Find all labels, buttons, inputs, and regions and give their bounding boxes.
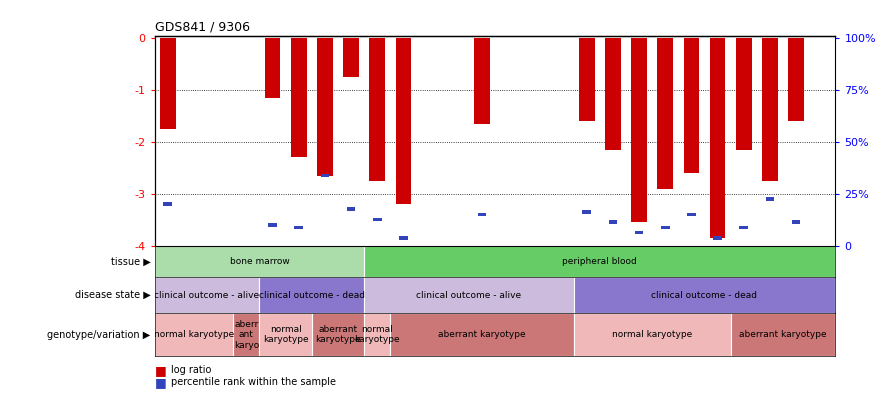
Bar xyxy=(474,38,490,124)
Bar xyxy=(710,38,726,238)
Bar xyxy=(164,202,172,206)
Bar xyxy=(373,218,382,221)
Bar xyxy=(792,221,800,224)
Text: GDS841 / 9306: GDS841 / 9306 xyxy=(155,20,249,33)
Bar xyxy=(370,38,385,181)
Bar xyxy=(661,226,669,229)
Bar xyxy=(233,313,259,356)
Text: normal karyotype: normal karyotype xyxy=(612,330,692,339)
Text: clinical outcome - dead: clinical outcome - dead xyxy=(259,291,365,299)
Text: normal
karyotype: normal karyotype xyxy=(354,325,400,344)
Text: bone marrow: bone marrow xyxy=(230,257,289,266)
Bar xyxy=(259,313,312,356)
Bar xyxy=(312,313,364,356)
Bar xyxy=(574,277,835,313)
Bar xyxy=(605,38,621,150)
Bar xyxy=(608,221,617,224)
Text: ■: ■ xyxy=(155,376,166,388)
Bar xyxy=(635,231,644,234)
Text: aberr
ant
karyo: aberr ant karyo xyxy=(233,320,259,350)
Bar xyxy=(477,213,486,216)
Bar xyxy=(155,246,364,277)
Bar xyxy=(264,38,280,98)
Bar xyxy=(583,210,591,214)
Bar xyxy=(683,38,699,173)
Bar xyxy=(291,38,307,158)
Bar xyxy=(731,313,835,356)
Bar xyxy=(631,38,647,222)
Bar xyxy=(343,38,359,77)
Bar xyxy=(259,277,364,313)
Bar xyxy=(294,226,303,229)
Bar xyxy=(395,38,411,204)
Text: log ratio: log ratio xyxy=(171,365,211,375)
Bar xyxy=(317,38,332,175)
Bar xyxy=(766,197,774,201)
Text: genotype/variation ▶: genotype/variation ▶ xyxy=(47,329,150,340)
Text: tissue ▶: tissue ▶ xyxy=(110,256,150,267)
Bar xyxy=(347,208,355,211)
Bar xyxy=(762,38,778,181)
Bar xyxy=(364,313,391,356)
Bar xyxy=(364,277,574,313)
Bar xyxy=(155,277,259,313)
Text: normal karyotype: normal karyotype xyxy=(154,330,234,339)
Bar xyxy=(321,174,329,177)
Bar xyxy=(739,226,748,229)
Bar xyxy=(713,236,722,240)
Text: clinical outcome - alive: clinical outcome - alive xyxy=(416,291,522,299)
Bar xyxy=(155,313,233,356)
Text: aberrant
karyotype: aberrant karyotype xyxy=(316,325,361,344)
Text: clinical outcome - alive: clinical outcome - alive xyxy=(155,291,260,299)
Text: aberrant karyotype: aberrant karyotype xyxy=(438,330,526,339)
Bar xyxy=(574,313,731,356)
Bar xyxy=(735,38,751,150)
Bar xyxy=(399,236,408,240)
Bar xyxy=(687,213,696,216)
Text: clinical outcome - dead: clinical outcome - dead xyxy=(652,291,758,299)
Bar xyxy=(658,38,673,188)
Text: normal
karyotype: normal karyotype xyxy=(263,325,309,344)
Text: aberrant karyotype: aberrant karyotype xyxy=(739,330,827,339)
Bar xyxy=(579,38,595,121)
Bar xyxy=(364,246,835,277)
Bar xyxy=(391,313,574,356)
Bar xyxy=(268,223,277,227)
Text: peripheral blood: peripheral blood xyxy=(562,257,637,266)
Bar xyxy=(789,38,804,121)
Text: ■: ■ xyxy=(155,364,166,377)
Bar xyxy=(160,38,176,129)
Text: percentile rank within the sample: percentile rank within the sample xyxy=(171,377,336,387)
Text: disease state ▶: disease state ▶ xyxy=(74,290,150,300)
